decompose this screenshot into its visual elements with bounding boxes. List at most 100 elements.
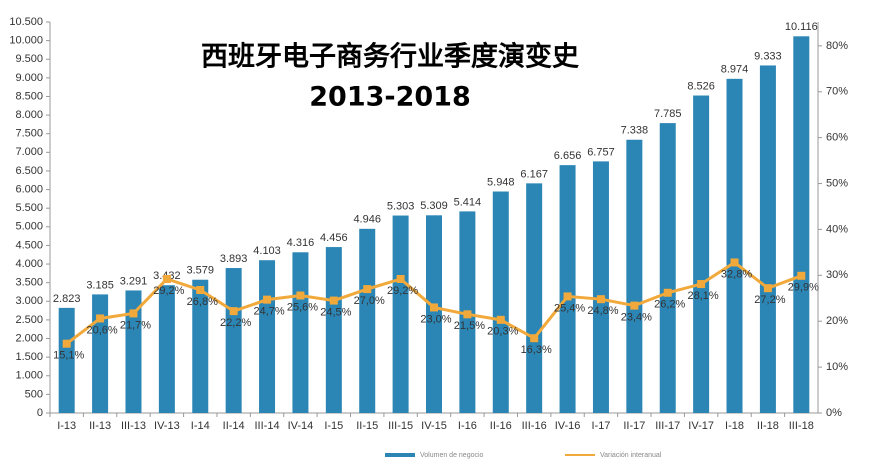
bar bbox=[492, 191, 509, 413]
bar-value-label: 3.579 bbox=[186, 265, 214, 277]
line-marker bbox=[129, 309, 138, 318]
y2-tick-label: 60% bbox=[826, 132, 848, 144]
y-tick-label: 8.500 bbox=[15, 90, 43, 102]
line-value-label: 22,2% bbox=[220, 317, 251, 329]
line-marker bbox=[162, 274, 171, 283]
line-marker bbox=[263, 295, 272, 304]
x-tick-label: IV-14 bbox=[288, 420, 314, 432]
y-tick-label: 5.000 bbox=[15, 221, 43, 233]
line-marker bbox=[596, 295, 605, 304]
y-tick-label: 6.500 bbox=[15, 165, 43, 177]
bar-value-label: 8.526 bbox=[687, 80, 715, 92]
y-tick-label: 1.500 bbox=[15, 351, 43, 363]
x-tick-label: III-13 bbox=[121, 420, 146, 432]
bar bbox=[759, 65, 776, 414]
bar-value-label: 4.103 bbox=[253, 245, 281, 257]
x-tick-label: I-14 bbox=[191, 420, 210, 432]
y2-tick-label: 30% bbox=[826, 269, 848, 281]
y2-tick-label: 70% bbox=[826, 86, 848, 98]
x-tick-label: IV-15 bbox=[421, 420, 447, 432]
x-tick-label: I-13 bbox=[57, 420, 76, 432]
bar bbox=[626, 139, 643, 413]
bar-value-label: 5.948 bbox=[487, 176, 515, 188]
line-marker bbox=[797, 271, 806, 280]
y-tick-label: 7.500 bbox=[15, 128, 43, 140]
bar bbox=[793, 36, 810, 413]
y2-tick-label: 40% bbox=[826, 223, 848, 235]
x-tick-label: II-13 bbox=[89, 420, 111, 432]
line-value-label: 28,1% bbox=[688, 290, 719, 302]
line-value-label: 26,8% bbox=[187, 296, 218, 308]
line-marker bbox=[763, 284, 772, 293]
line-marker bbox=[363, 285, 372, 294]
line-value-label: 21,7% bbox=[120, 319, 151, 331]
line-value-label: 24,7% bbox=[253, 306, 284, 318]
bar bbox=[158, 285, 175, 413]
y2-tick-label: 50% bbox=[826, 177, 848, 189]
bar bbox=[225, 268, 242, 413]
line-value-label: 29,2% bbox=[387, 285, 418, 297]
bar-value-label: 5.303 bbox=[387, 200, 415, 212]
line-value-label: 25,6% bbox=[287, 301, 318, 313]
line-value-label: 29,9% bbox=[788, 282, 819, 294]
bar-value-label: 9.333 bbox=[754, 50, 782, 62]
bar-value-label: 4.456 bbox=[320, 232, 348, 244]
y-tick-label: 500 bbox=[25, 388, 43, 400]
y-tick-label: 8.000 bbox=[15, 109, 43, 121]
bar bbox=[292, 252, 309, 413]
x-tick-label: II-14 bbox=[223, 420, 245, 432]
line-marker bbox=[630, 301, 639, 310]
line-value-label: 26,2% bbox=[654, 299, 685, 311]
line-marker bbox=[463, 310, 472, 319]
line-value-label: 24,8% bbox=[587, 305, 618, 317]
line-value-label: 27,2% bbox=[754, 294, 785, 306]
y2-tick-label: 10% bbox=[826, 361, 848, 373]
line-value-label: 20,6% bbox=[86, 324, 117, 336]
line-value-label: 24,5% bbox=[320, 306, 351, 318]
chart-title: 西班牙电子商务行业季度演变史 bbox=[201, 41, 579, 73]
line-marker bbox=[196, 286, 205, 295]
bar-value-label: 3.185 bbox=[86, 279, 114, 291]
bar bbox=[259, 260, 276, 413]
bar bbox=[92, 294, 109, 413]
bar-value-label: 6.656 bbox=[554, 150, 582, 162]
line-value-label: 29,2% bbox=[153, 285, 184, 297]
line-marker bbox=[396, 274, 405, 283]
line-value-label: 15,1% bbox=[53, 350, 84, 362]
y-tick-label: 2.000 bbox=[15, 332, 43, 344]
x-tick-label: II-16 bbox=[490, 420, 512, 432]
bar bbox=[426, 215, 442, 413]
line-value-label: 21,5% bbox=[454, 320, 485, 332]
bar-value-label: 6.167 bbox=[520, 168, 548, 180]
line-marker bbox=[96, 314, 105, 323]
x-tick-label: III-17 bbox=[655, 420, 680, 432]
bar bbox=[359, 228, 376, 413]
x-tick-label: IV-13 bbox=[154, 420, 180, 432]
line-marker bbox=[62, 339, 71, 348]
y-tick-label: 4.000 bbox=[15, 258, 43, 270]
x-tick-label: IV-17 bbox=[688, 420, 714, 432]
line-marker bbox=[663, 288, 672, 297]
legend-swatch bbox=[385, 453, 415, 457]
bar-value-label: 7.785 bbox=[654, 108, 682, 120]
y-tick-label: 9.500 bbox=[15, 53, 43, 65]
line-value-label: 32,8% bbox=[721, 268, 752, 280]
x-tick-label: I-16 bbox=[458, 420, 477, 432]
bar-value-label: 5.414 bbox=[454, 196, 482, 208]
line-value-label: 16,3% bbox=[521, 344, 552, 356]
bar bbox=[659, 123, 676, 413]
bar-value-label: 10.116 bbox=[785, 21, 818, 33]
y-tick-label: 5.500 bbox=[15, 202, 43, 214]
line-marker bbox=[697, 280, 706, 289]
x-tick-label: III-15 bbox=[388, 420, 413, 432]
bar bbox=[592, 161, 609, 413]
bar-value-label: 8.974 bbox=[721, 64, 749, 76]
line-marker bbox=[329, 296, 338, 305]
line-marker bbox=[296, 291, 305, 300]
x-tick-label: I-17 bbox=[591, 420, 610, 432]
x-tick-label: III-14 bbox=[255, 420, 280, 432]
bar-value-label: 3.291 bbox=[120, 275, 148, 287]
x-tick-label: II-18 bbox=[757, 420, 779, 432]
y-tick-label: 7.000 bbox=[15, 146, 43, 158]
